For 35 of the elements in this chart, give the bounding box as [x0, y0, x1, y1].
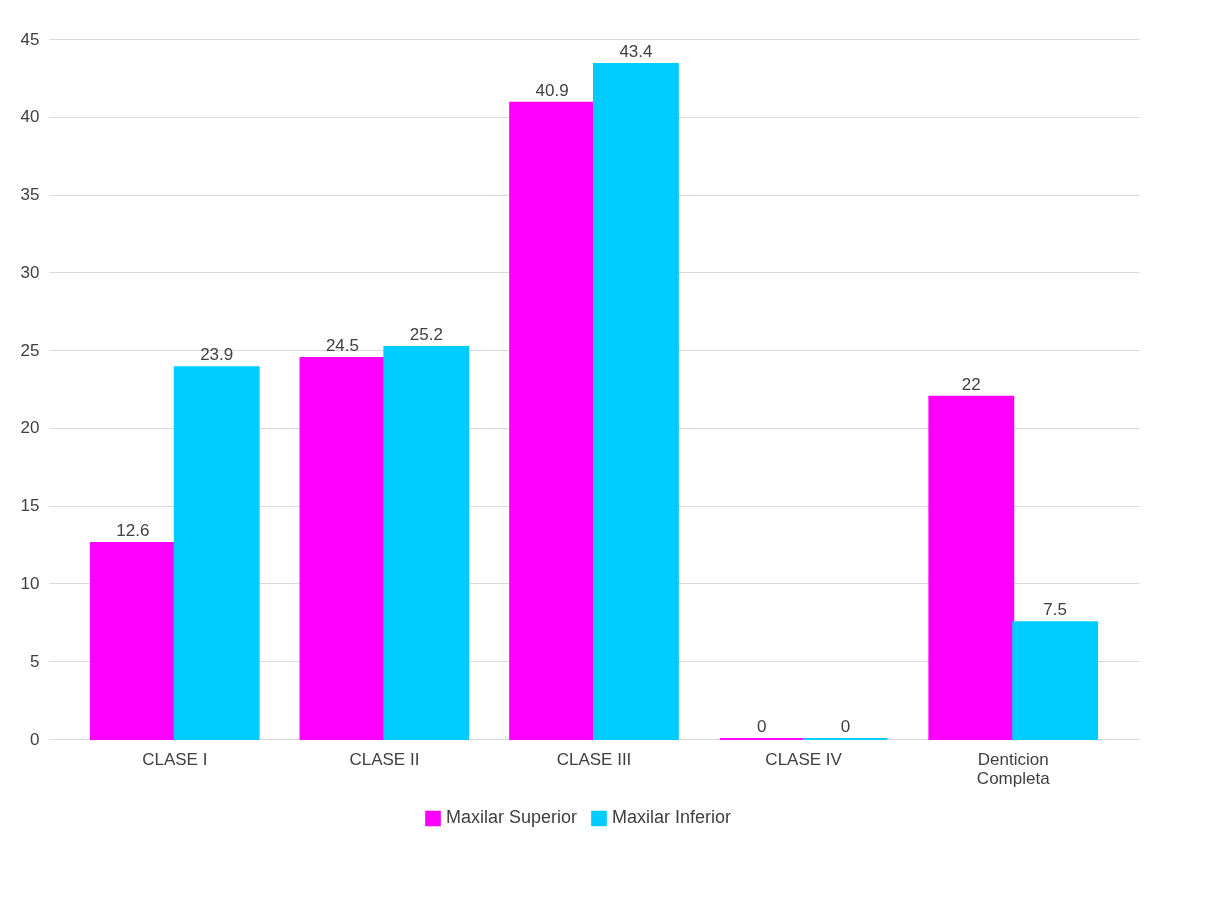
x-tick-label: CLASE IV [765, 749, 843, 769]
bar [928, 395, 1015, 740]
data-label: 12.6 [116, 521, 150, 540]
x-tick-label: Denticion Completa [976, 749, 1051, 788]
bar [509, 101, 595, 740]
y-tick-label: 10 [20, 573, 40, 593]
x-tick-label: CLASE I [142, 749, 208, 769]
legend-label: Maxilar Superior [446, 807, 578, 828]
y-tick-label: 25 [20, 340, 40, 360]
y-tick-label: 45 [20, 29, 40, 49]
data-label: 23.9 [200, 345, 234, 365]
y-tick-label: 5 [30, 651, 40, 671]
bar [1012, 621, 1099, 740]
data-label: 25.2 [409, 325, 443, 344]
data-label: 0 [840, 717, 851, 736]
y-tick-label: 30 [20, 262, 40, 282]
x-tick-label: CLASE II [349, 749, 420, 769]
y-tick-label: 0 [30, 729, 40, 749]
data-label: 24.5 [325, 335, 360, 355]
data-label: 7.5 [1043, 600, 1067, 620]
x-tick-label: CLASE III [556, 749, 632, 769]
y-tick-label: 20 [20, 418, 40, 438]
data-label: 40.9 [535, 80, 569, 100]
legend-label: Maxilar Inferior [612, 807, 732, 828]
bar [593, 62, 679, 740]
y-tick-label: 35 [20, 185, 40, 205]
bar [383, 346, 470, 740]
data-label: 0 [756, 717, 767, 736]
bar [173, 366, 260, 740]
y-tick-label: 15 [20, 496, 40, 516]
data-label: 43.4 [619, 41, 653, 61]
bar [89, 542, 176, 740]
bar [299, 356, 386, 740]
y-tick-label: 40 [20, 107, 40, 127]
data-label: 22 [961, 374, 981, 394]
